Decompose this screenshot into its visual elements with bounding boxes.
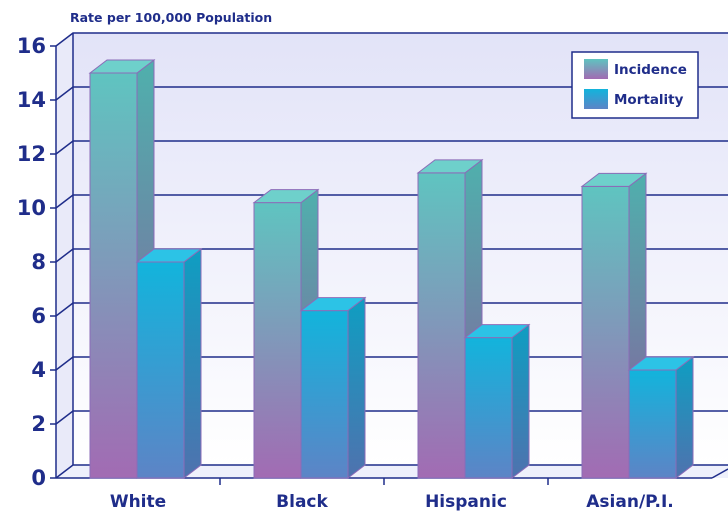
y-tick-label: 8 bbox=[31, 250, 46, 274]
y-tick-label: 16 bbox=[17, 34, 46, 58]
bar-front bbox=[417, 172, 466, 479]
bar-front bbox=[628, 369, 677, 479]
bar-mortality-1 bbox=[299, 296, 367, 480]
legend: Incidence Mortality bbox=[571, 51, 699, 119]
y-tick-label: 0 bbox=[31, 466, 46, 490]
bar-mortality-3 bbox=[627, 355, 695, 480]
bar-side bbox=[675, 355, 694, 480]
bar-side bbox=[511, 323, 530, 480]
bar-top bbox=[252, 189, 320, 204]
x-category-labels: White Black Hispanic Asian/P.I. bbox=[110, 492, 674, 512]
bar-front bbox=[464, 337, 513, 479]
bar-front bbox=[581, 185, 630, 479]
y-tick-label: 14 bbox=[17, 88, 46, 112]
y-tick-label: 4 bbox=[31, 358, 46, 382]
bar-top bbox=[135, 248, 203, 263]
bar-top bbox=[580, 172, 648, 187]
bar-top bbox=[416, 159, 484, 174]
floor bbox=[56, 465, 728, 478]
y-tick-label: 6 bbox=[31, 304, 46, 328]
bar-front bbox=[300, 310, 349, 479]
y-tick-label: 12 bbox=[17, 142, 46, 166]
bars bbox=[88, 58, 695, 480]
y-tick-label: 10 bbox=[17, 196, 46, 220]
legend-label-incidence: Incidence bbox=[614, 62, 687, 78]
x-category-label: Black bbox=[276, 492, 328, 512]
bar-mortality-0 bbox=[135, 247, 203, 480]
bar-side bbox=[183, 247, 202, 480]
floor-right-edge bbox=[711, 468, 728, 479]
bar-mortality-2 bbox=[463, 323, 531, 480]
bar-top bbox=[463, 324, 531, 339]
bar-top bbox=[299, 297, 367, 312]
y-tick-labels: 0 2 4 6 8 10 12 14 16 bbox=[17, 34, 46, 490]
legend-swatch-incidence bbox=[584, 59, 608, 79]
bar-front bbox=[89, 72, 138, 479]
bar-front bbox=[136, 261, 185, 479]
legend-swatch-mortality bbox=[584, 89, 608, 109]
y-axis-label: Rate per 100,000 Population bbox=[70, 10, 272, 25]
x-category-label: Asian/P.I. bbox=[586, 492, 673, 512]
bar-top bbox=[88, 59, 156, 74]
bar-top bbox=[627, 356, 695, 371]
bar-front bbox=[253, 202, 302, 479]
x-category-label: Hispanic bbox=[425, 492, 507, 512]
legend-label-mortality: Mortality bbox=[614, 92, 684, 108]
x-category-label: White bbox=[110, 492, 166, 512]
y-tick-label: 2 bbox=[31, 412, 46, 436]
bar-side bbox=[347, 296, 366, 480]
